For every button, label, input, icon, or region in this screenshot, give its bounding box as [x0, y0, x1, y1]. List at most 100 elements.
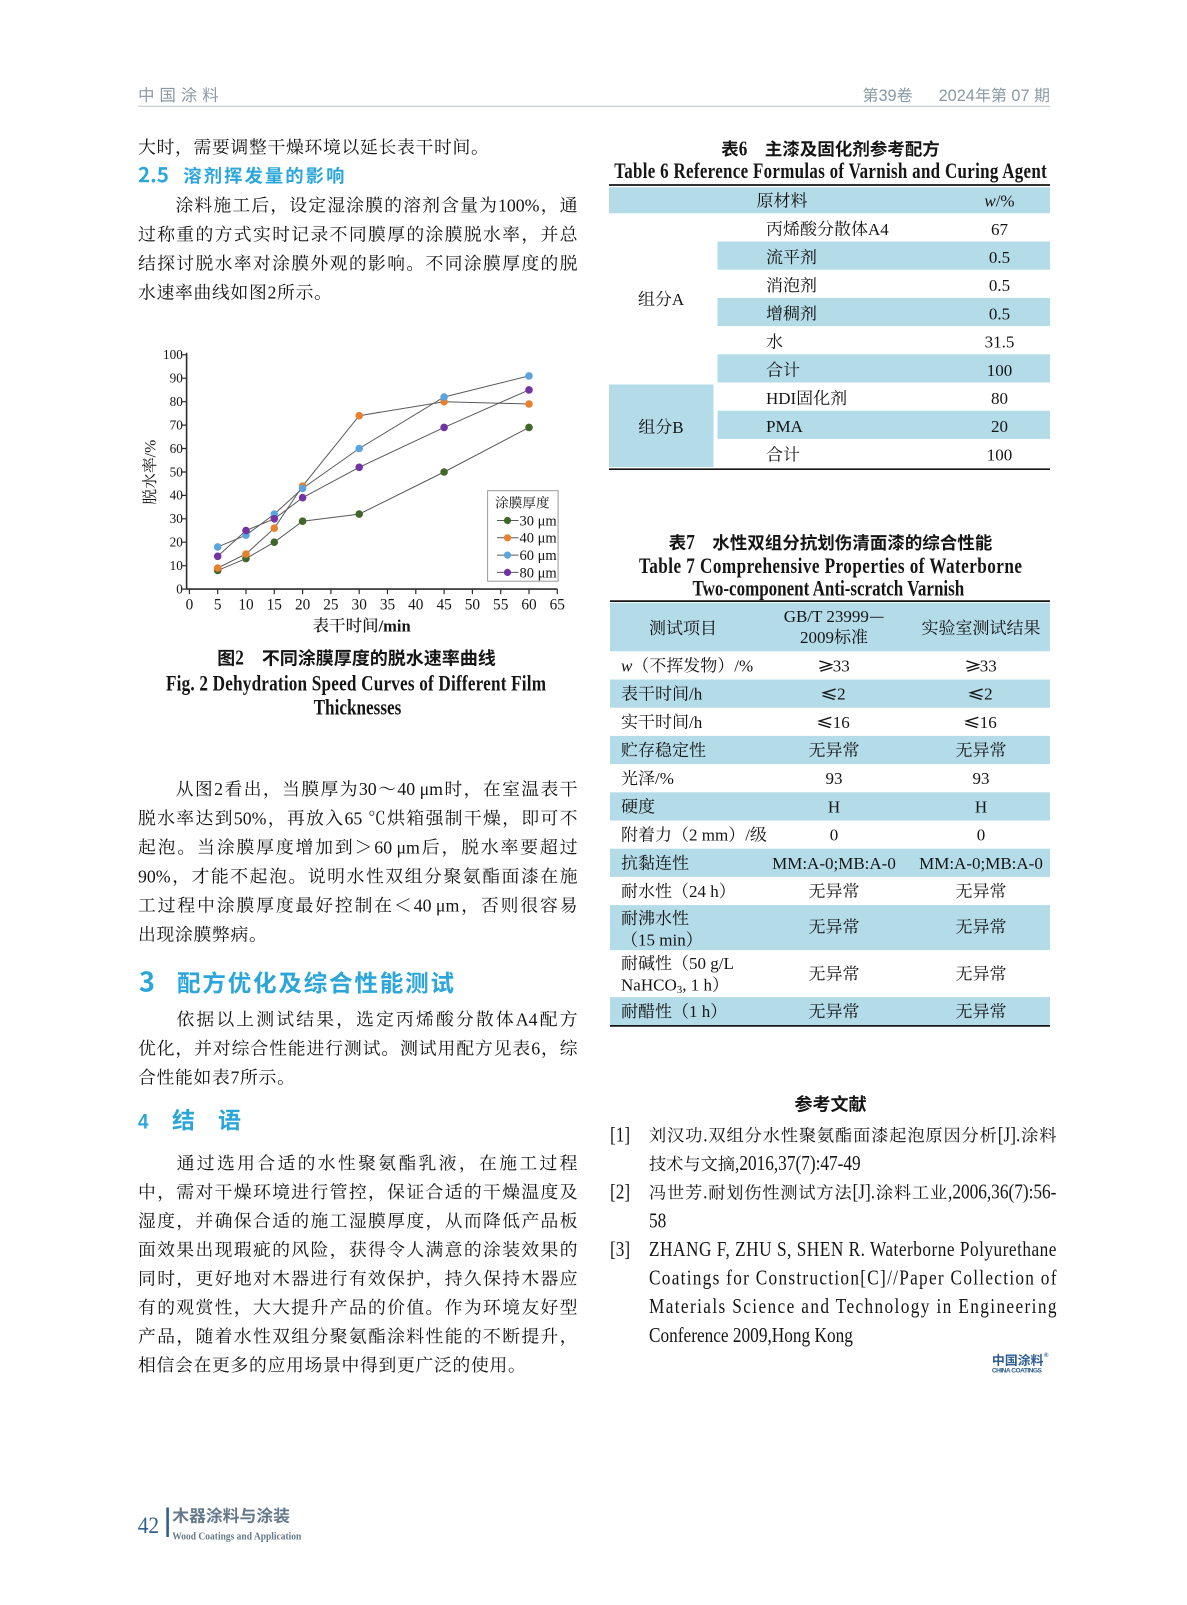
svg-text:15 min: 15 min	[638, 931, 686, 950]
svg-text:/min: /min	[378, 616, 411, 635]
svg-text:Table 6 Reference Formulas: Table 6 Reference Formulas of Varnish an…	[614, 160, 1047, 184]
svg-text:60 μm: 60 μm	[520, 548, 558, 564]
svg-text:100: 100	[163, 347, 183, 362]
svg-text:B: B	[672, 418, 683, 437]
svg-text:Two-component Anti-scratch Var: Two-component Anti-scratch Varnish	[693, 576, 965, 601]
svg-text:A4: A4	[516, 1009, 538, 1029]
svg-text:100: 100	[987, 361, 1013, 380]
svg-text:Materials Science and Technolo: Materials Science and Technology in Engi…	[649, 1296, 1057, 1319]
svg-text:/%: /%	[142, 440, 159, 458]
svg-text:40: 40	[170, 488, 184, 503]
svg-text:0.5: 0.5	[989, 276, 1010, 295]
svg-text:/%: /%	[734, 656, 753, 675]
svg-text:33: 33	[833, 656, 850, 675]
svg-text:80: 80	[991, 389, 1008, 408]
svg-text:Table 7 Comprehensive Prope: Table 7 Comprehensive Properties of Wate…	[639, 554, 1022, 579]
svg-text:40: 40	[408, 596, 424, 613]
svg-text:,2016,37(7):47-49: ,2016,37(7):47-49	[735, 1153, 861, 1176]
svg-text:30: 30	[352, 596, 368, 613]
svg-text:2: 2	[235, 647, 244, 670]
svg-text:93: 93	[973, 769, 990, 788]
svg-text:®: ®	[1044, 1352, 1049, 1359]
svg-text:31.5: 31.5	[985, 333, 1015, 352]
svg-text:60: 60	[170, 441, 184, 456]
svg-text:Coatings for Construction[C]//: Coatings for Construction[C]//Paper Coll…	[649, 1267, 1057, 1290]
svg-text:80 μm: 80 μm	[520, 565, 558, 581]
svg-text:w: w	[621, 656, 633, 675]
svg-text:0: 0	[977, 826, 986, 845]
svg-text:30 μm: 30 μm	[520, 513, 558, 529]
svg-text:10: 10	[170, 558, 184, 573]
svg-text:90%: 90%	[138, 866, 171, 886]
svg-text:[3]: [3]	[610, 1238, 630, 1261]
svg-text:0: 0	[830, 826, 839, 845]
svg-text:Fig. 2 Dehydration Speed Cu: Fig. 2 Dehydration Speed Curves of Diffe…	[166, 672, 547, 697]
svg-text:HDI: HDI	[766, 389, 797, 408]
svg-text:45: 45	[436, 596, 452, 613]
svg-text:70: 70	[170, 417, 184, 432]
svg-text:60 μm: 60 μm	[374, 837, 420, 857]
svg-text:07: 07	[1011, 87, 1029, 105]
svg-text:7: 7	[686, 532, 695, 555]
svg-text:50: 50	[465, 596, 481, 613]
svg-text:PMA: PMA	[766, 417, 804, 436]
svg-text:0.5: 0.5	[989, 304, 1010, 323]
svg-text:,2006,36(7):56-: ,2006,36(7):56-	[948, 1181, 1056, 1204]
svg-text:/%: /%	[996, 192, 1015, 211]
svg-text:65: 65	[345, 808, 363, 828]
svg-text:16: 16	[833, 713, 850, 732]
svg-text:1 h: 1 h	[689, 1002, 711, 1021]
svg-text:GB/T 23999: GB/T 23999	[784, 607, 869, 626]
svg-text:2: 2	[214, 779, 223, 799]
svg-text:Thicknesses: Thicknesses	[314, 696, 402, 721]
svg-text:/%: /%	[655, 769, 674, 788]
svg-text:58: 58	[649, 1210, 666, 1233]
svg-text:6: 6	[739, 138, 748, 161]
svg-text:2: 2	[268, 283, 277, 303]
svg-text:67: 67	[991, 220, 1009, 239]
svg-text:100: 100	[987, 445, 1013, 464]
svg-text:50 g/L: 50 g/L	[689, 954, 734, 973]
svg-text:20: 20	[991, 417, 1008, 436]
svg-text:A4: A4	[868, 220, 889, 239]
svg-text:2 mm: 2 mm	[689, 826, 728, 845]
svg-text:Conference 2009,Hong Kong: Conference 2009,Hong Kong	[649, 1324, 853, 1347]
svg-text:[2]: [2]	[610, 1181, 630, 1204]
svg-text:55: 55	[493, 596, 509, 613]
svg-text:H: H	[828, 797, 840, 816]
svg-text:4: 4	[138, 1110, 149, 1133]
svg-text:CHINA COATINGS: CHINA COATINGS	[992, 1368, 1043, 1375]
svg-text:[J].: [J].	[998, 1124, 1021, 1147]
svg-text:90: 90	[170, 371, 184, 386]
svg-text:10: 10	[238, 596, 254, 613]
svg-text:65: 65	[550, 596, 566, 613]
svg-text:42: 42	[138, 1512, 159, 1538]
svg-text:33: 33	[980, 656, 997, 675]
svg-text:/: /	[745, 826, 750, 845]
svg-text:2: 2	[984, 685, 993, 704]
svg-text:3: 3	[677, 984, 683, 996]
svg-text:80: 80	[170, 394, 184, 409]
svg-text:2024: 2024	[939, 87, 975, 105]
svg-text:25: 25	[323, 596, 339, 613]
svg-text:20: 20	[295, 596, 311, 613]
svg-text:20: 20	[170, 535, 184, 550]
svg-text:/h: /h	[689, 685, 703, 704]
svg-text:2: 2	[837, 685, 846, 704]
svg-text:w: w	[984, 192, 996, 211]
svg-text:0: 0	[186, 596, 194, 613]
svg-text:Wood Coatings and Application: Wood Coatings and Application	[172, 1531, 302, 1542]
svg-text:100%: 100%	[498, 195, 540, 215]
svg-text:40 μm: 40 μm	[397, 779, 443, 799]
svg-text:50%: 50%	[234, 808, 267, 828]
svg-text:30: 30	[170, 511, 184, 526]
svg-text:ZHANG F, ZHU S, SHEN R. Waterb: ZHANG F, ZHU S, SHEN R. Waterborne Polyu…	[649, 1238, 1056, 1261]
svg-text:16: 16	[980, 713, 997, 732]
svg-text:[J].: [J].	[853, 1181, 876, 1204]
svg-text:H: H	[975, 797, 987, 816]
svg-text:, 1 h: , 1 h	[682, 976, 712, 995]
svg-text:15: 15	[267, 596, 283, 613]
svg-text:/h: /h	[689, 713, 703, 732]
svg-text:MM:A-0;MB:A-0: MM:A-0;MB:A-0	[919, 854, 1043, 873]
svg-text:.: .	[703, 1124, 707, 1147]
